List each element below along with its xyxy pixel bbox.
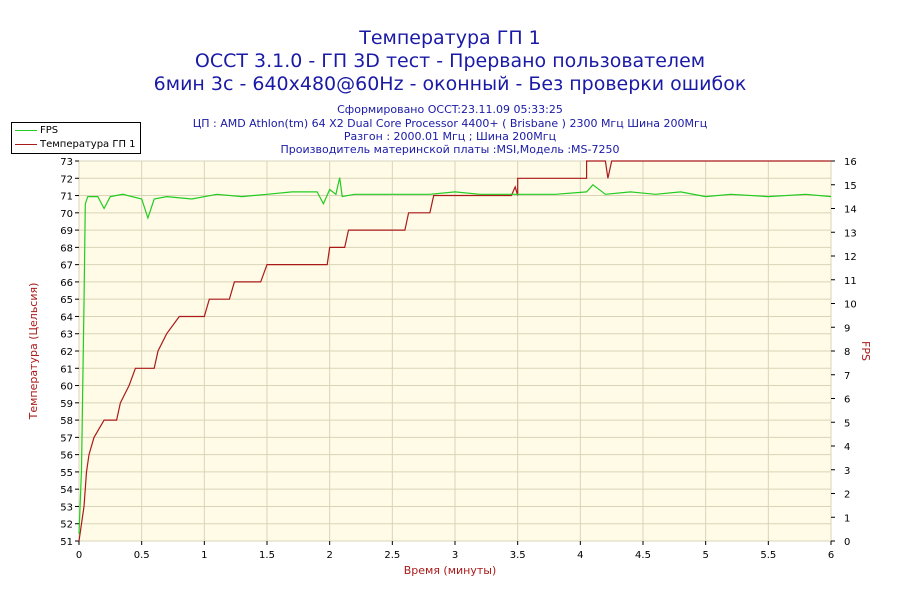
y-left-tick-label: 62 [60,347,73,358]
y-right-tick-label: 9 [844,323,850,334]
y-axis-left-label: Температура (Цельсия) [27,283,40,421]
y-left-tick-label: 71 [60,192,73,203]
y-left-tick-label: 63 [60,330,73,341]
legend-swatch [15,143,37,145]
y-left-tick-label: 64 [60,312,73,323]
y-left-tick-label: 73 [60,157,73,168]
y-left-tick-label: 51 [60,537,73,548]
y-right-tick-label: 0 [844,537,850,548]
y-left-tick-label: 61 [60,364,73,375]
y-left-tick-label: 60 [60,382,73,393]
y-left-tick-label: 69 [60,226,73,237]
y-right-tick-label: 13 [844,228,857,239]
y-left-tick-label: 70 [60,209,73,220]
x-tick-label: 5.5 [760,550,776,561]
y-right-tick-label: 4 [844,442,850,453]
y-right-tick-label: 10 [844,300,857,311]
x-tick-label: 3 [452,550,458,561]
x-tick-label: 2 [326,550,332,561]
y-left-tick-label: 55 [60,468,73,479]
y-right-tick-label: 16 [844,157,857,168]
y-right-tick-label: 11 [844,276,857,287]
y-right-tick-label: 8 [844,347,850,358]
y-left-tick-label: 68 [60,243,73,254]
legend-swatch [15,129,37,131]
info-overclock: Разгон : 2000.01 Мгц ; Шина 200Мгц [343,130,557,143]
legend-label: Температура ГП 1 [40,139,136,150]
x-tick-label: 0 [76,550,82,561]
legend-item-gpu-temp: Температура ГП 1 [15,138,136,151]
chart-subtitle-mode: 6мин 3с - 640x480@60Hz - оконный - Без п… [153,73,747,95]
x-tick-label: 1 [201,550,207,561]
info-cpu: ЦП : AMD Athlon(tm) 64 X2 Dual Core Proc… [192,117,708,130]
y-left-tick-label: 57 [60,433,73,444]
y-left-tick-label: 72 [60,174,73,185]
y-right-tick-label: 5 [844,418,850,429]
y-left-tick-label: 67 [60,261,73,272]
y-left-tick-label: 54 [60,485,73,496]
x-tick-label: 1.5 [259,550,275,561]
axis-tick-labels: 0 0.5 1 1.5 2 2.5 3 3.5 4 4.5 5 5.5 6515253545556575… [60,157,856,561]
legend-item-fps: FPS [15,124,58,137]
chart-title: Температура ГП 1 [359,27,541,49]
x-tick-label: 2.5 [384,550,400,561]
x-tick-label: 0.5 [134,550,150,561]
info-motherboard: Производитель материнской платы :MSI,Мод… [280,143,620,156]
y-left-tick-label: 52 [60,520,73,531]
y-axis-right-label: FPS [859,341,872,361]
x-tick-label: 3.5 [510,550,526,561]
series-lines [78,160,832,542]
info-generated: Сформировано OCCT:23.11.09 05:33:25 [337,103,563,116]
series-line-gpu-temperature [78,160,831,542]
x-tick-label: 5 [702,550,708,561]
chart-legend: FPS Температура ГП 1 [11,122,141,154]
x-tick-label: 6 [828,550,834,561]
y-right-tick-label: 7 [844,371,850,382]
y-left-tick-label: 59 [60,399,73,410]
y-right-tick-label: 12 [844,252,857,263]
y-left-tick-label: 58 [60,416,73,427]
axes [75,160,835,545]
y-left-tick-label: 53 [60,502,73,513]
y-left-tick-label: 56 [60,451,73,462]
y-left-tick-label: 66 [60,278,73,289]
y-right-tick-label: 15 [844,181,857,192]
y-right-tick-label: 6 [844,395,850,406]
y-right-tick-label: 3 [844,466,850,477]
y-left-tick-label: 65 [60,295,73,306]
x-tick-label: 4.5 [635,550,651,561]
x-axis-label: Время (минуты) [404,564,497,577]
legend-label: FPS [40,125,59,136]
y-right-tick-label: 14 [844,205,857,216]
x-tick-label: 4 [577,550,583,561]
chart-subtitle-test: OCCT 3.1.0 - ГП 3D тест - Прервано польз… [194,50,706,72]
series-line-fps [78,177,832,534]
y-right-tick-label: 2 [844,490,850,501]
y-right-tick-label: 1 [844,513,850,524]
